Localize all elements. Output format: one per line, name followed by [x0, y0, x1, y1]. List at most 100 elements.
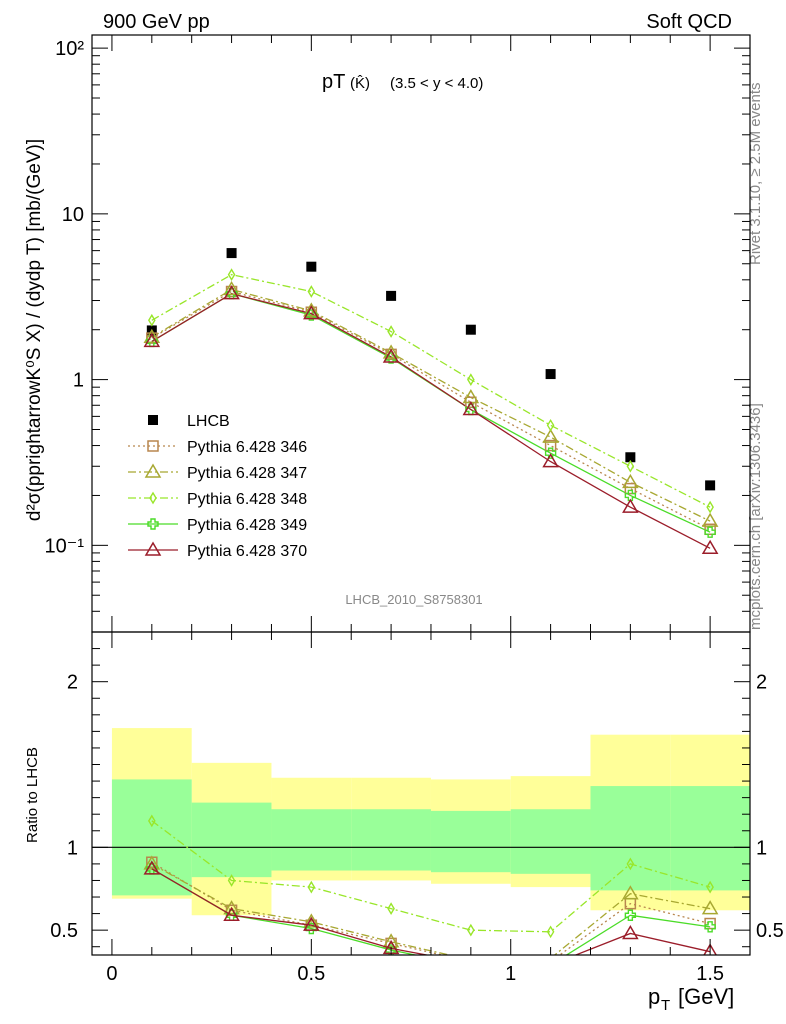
marker-open-square [704, 523, 716, 536]
x-axis-label: p T [GeV] [648, 984, 734, 1014]
marker-open-diamond [706, 500, 714, 514]
x-label-main: p [648, 984, 660, 1009]
series-line [151, 290, 711, 530]
ratio-y-tick-label: 2 [67, 672, 78, 694]
band-green [191, 802, 272, 878]
y-tick-label: 10 [62, 204, 84, 226]
marker-open-triangle [622, 473, 639, 489]
y-tick-label: 10² [55, 38, 84, 60]
band-green [271, 809, 352, 871]
x-label-sub: T [661, 997, 670, 1014]
marker-open-triangle [143, 332, 161, 348]
legend-label: Pythia 6.428 349 [187, 517, 307, 534]
title-particle: (K̂) [350, 75, 370, 92]
marker-open-triangle [223, 280, 240, 296]
analysis-id: LHCB_2010_S8758301 [345, 592, 482, 607]
y-axis-label-main: d²σ(pprightarrowK⁰S X) / (dydp T) [mb/(G… [24, 139, 45, 521]
marker-square [148, 415, 158, 425]
marker-square [625, 452, 636, 463]
marker-open-triangle [303, 916, 320, 931]
legend-label: Pythia 6.428 348 [187, 491, 307, 508]
marker-square [306, 261, 317, 272]
x-tick-label: 1 [505, 963, 516, 985]
series-line [151, 273, 711, 508]
marker-open-diamond [626, 857, 635, 871]
legend-entry: Pythia 6.428 348 [128, 491, 307, 508]
marker-square [386, 290, 397, 301]
marker-square [705, 480, 716, 491]
marker-open-cross [385, 944, 397, 955]
y-tick-label: 10⁻¹ [45, 535, 85, 557]
legend-entry: Pythia 6.428 370 [128, 541, 307, 560]
marker-open-triangle [622, 885, 639, 900]
marker-open-diamond [387, 902, 395, 915]
band-green [351, 809, 431, 871]
marker-open-diamond [307, 285, 316, 298]
title-main: pT [322, 71, 345, 93]
marker-open-diamond [706, 880, 714, 894]
legend-label: Pythia 6.428 370 [187, 543, 307, 560]
marker-open-triangle [542, 428, 559, 443]
legend-entry: Pythia 6.428 346 [128, 439, 307, 456]
title-range: (3.5 < y < 4.0) [390, 75, 483, 92]
marker-open-square [147, 440, 159, 452]
marker-open-triangle [382, 348, 400, 363]
marker-open-triangle [303, 305, 320, 320]
marker-square [226, 248, 237, 259]
series-line [151, 292, 711, 549]
ratio-line [151, 868, 711, 955]
marker-open-diamond [467, 923, 475, 937]
marker-open-triangle [622, 498, 639, 513]
marker-open-cross [305, 309, 318, 321]
marker-open-cross [624, 489, 637, 502]
marker-open-triangle [303, 302, 320, 317]
marker-open-triangle [223, 906, 240, 921]
ratio-y-tick-label: 1 [67, 837, 78, 859]
mcplots-label: mcplots.cern.ch [arXiv:1306.3436] [747, 403, 764, 630]
marker-open-triangle [701, 512, 719, 527]
ratio-y-tick-label-right: 2 [756, 672, 767, 694]
marker-open-triangle [144, 463, 162, 478]
marker-open-diamond [227, 874, 236, 887]
marker-open-square [704, 917, 716, 930]
band-green [590, 786, 671, 891]
marker-open-triangle [701, 539, 719, 555]
marker-open-diamond [148, 313, 156, 327]
legend-label: Pythia 6.428 346 [187, 439, 307, 456]
y-tick-label: 1 [73, 370, 84, 392]
ratio-panel: 0 0.5 1 1.5 0.5 0.5 1 1 2 2 [50, 35, 784, 985]
x-tick-label: 1.5 [696, 963, 724, 985]
rivet-label: Rivet 3.1.10, ≥ 2.5M events [747, 83, 764, 266]
marker-open-cross [385, 352, 397, 364]
plot-title: pT (K̂) (3.5 < y < 4.0) [322, 71, 483, 93]
marker-open-triangle [223, 900, 240, 915]
marker-open-diamond [467, 373, 475, 386]
band-green [510, 809, 591, 874]
marker-open-cross [147, 518, 159, 530]
legend-entry: Pythia 6.428 349 [128, 517, 307, 534]
marker-open-triangle [703, 943, 718, 955]
marker-open-cross [704, 526, 716, 538]
band-green [670, 786, 750, 891]
legend-entry: LHCB [148, 413, 230, 430]
legend-label: Pythia 6.428 347 [187, 465, 307, 482]
marker-open-diamond [307, 880, 316, 894]
marker-open-diamond [546, 925, 555, 939]
main-panel: 10⁻¹ 1 10 10² [45, 34, 751, 633]
marker-open-triangle [143, 328, 161, 344]
band-green [430, 810, 511, 873]
ratio-y-tick-label-right: 0.5 [756, 920, 784, 942]
legend-label: LHCB [187, 413, 230, 430]
marker-open-triangle [143, 860, 161, 875]
header-right: Soft QCD [646, 11, 732, 33]
legend: LHCB Pythia 6.428 346 Pythia 6.428 347 Pyth… [128, 413, 307, 560]
marker-square [545, 369, 556, 380]
marker-open-diamond [546, 418, 555, 432]
marker-open-triangle [382, 344, 400, 359]
marker-square [465, 324, 476, 335]
marker-open-triangle [462, 401, 480, 416]
y-axis-label-ratio: Ratio to LHCB [24, 747, 41, 843]
marker-open-diamond [149, 491, 157, 505]
marker-open-diamond [626, 459, 635, 473]
marker-open-triangle [223, 285, 240, 300]
